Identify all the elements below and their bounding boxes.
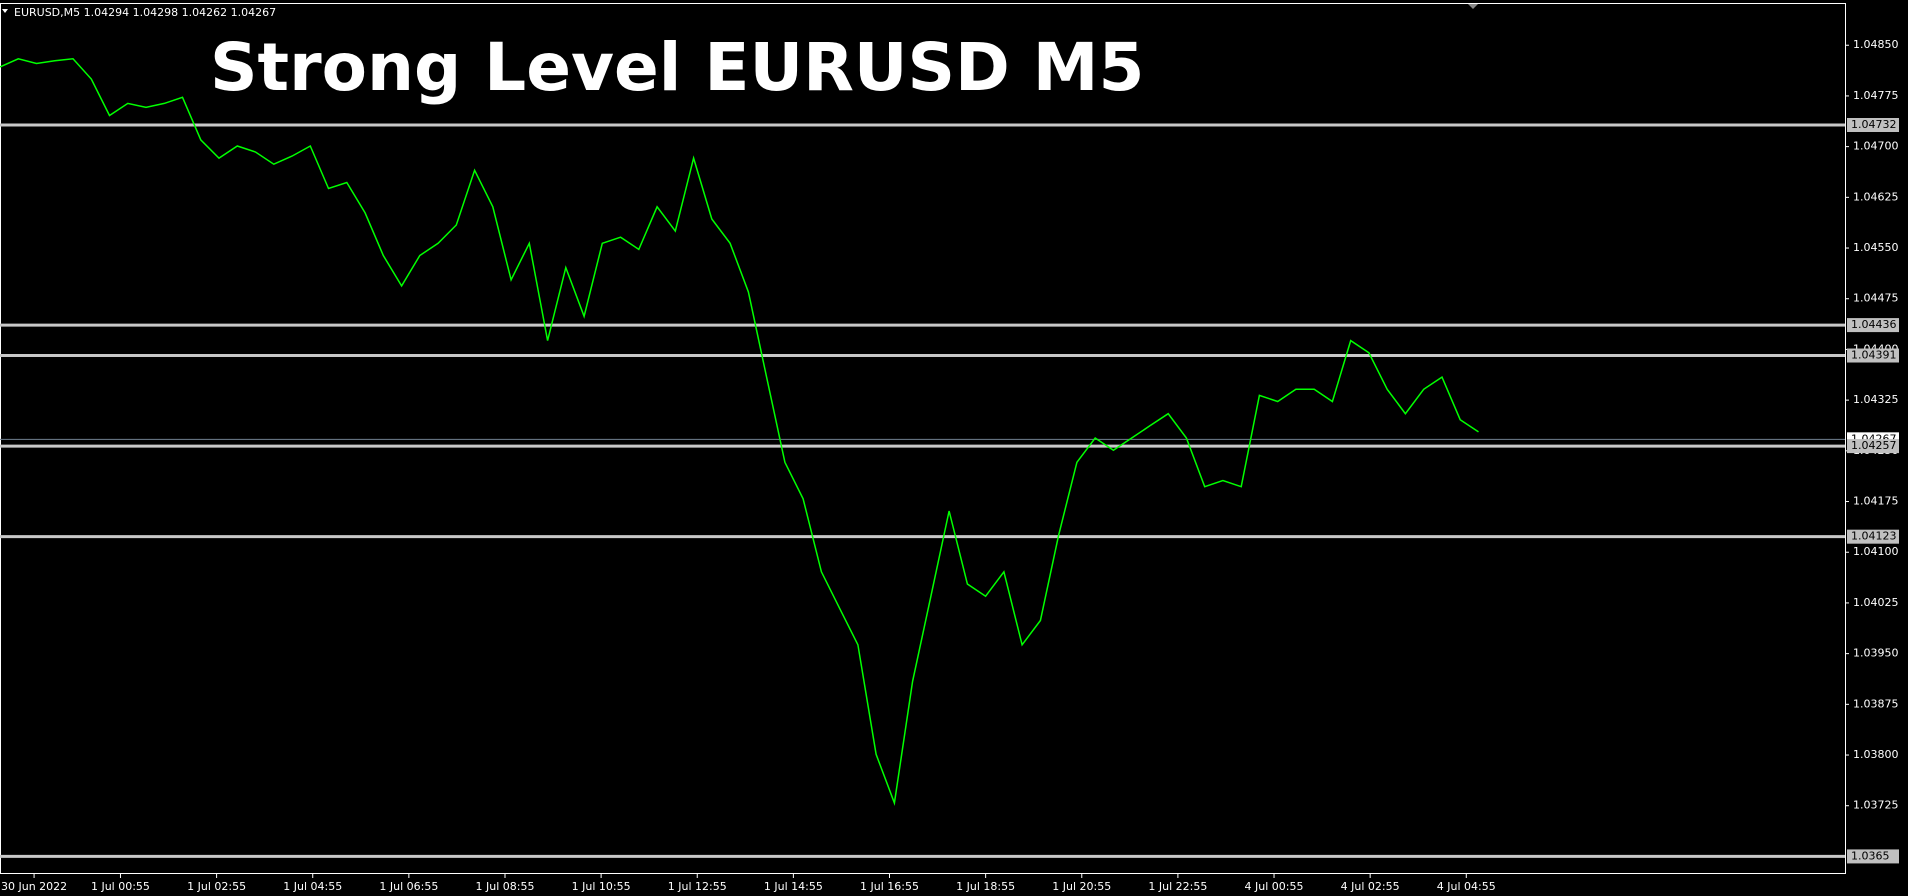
y-tick-label: 1.03875	[1853, 697, 1899, 710]
y-tick-label: 1.04550	[1853, 241, 1899, 254]
y-tick-label: 1.04100	[1853, 545, 1899, 558]
y-tick-label: 1.04850	[1853, 38, 1899, 51]
x-tick-label: 1 Jul 18:55	[956, 880, 1015, 893]
y-tick-label: 1.04175	[1853, 495, 1899, 508]
x-tick-label: 1 Jul 08:55	[476, 880, 535, 893]
x-tick-label: 1 Jul 10:55	[572, 880, 631, 893]
x-tick-label: 4 Jul 04:55	[1437, 880, 1496, 893]
level-label: 1.04123	[1851, 530, 1897, 543]
y-tick-label: 1.04325	[1853, 393, 1899, 406]
level-label: 1.04436	[1851, 318, 1897, 331]
level-label: 1.04732	[1851, 118, 1897, 131]
price-line	[0, 58, 1479, 806]
level-label: 1.04257	[1851, 439, 1897, 452]
chart-title: Strong Level EURUSD M5	[210, 29, 1144, 106]
x-tick-label: 1 Jul 16:55	[860, 880, 919, 893]
y-tick-label: 1.04025	[1853, 596, 1899, 609]
level-box	[1847, 529, 1899, 544]
y-tick-label: 1.04775	[1853, 89, 1899, 102]
x-tick-label: 1 Jul 12:55	[668, 880, 727, 893]
level-box	[1847, 118, 1899, 133]
level-box	[1847, 849, 1899, 864]
y-tick-label: 1.04475	[1853, 292, 1899, 305]
shift-marker	[1468, 4, 1478, 9]
y-tick-label: 1.04625	[1853, 190, 1899, 203]
x-tick-label: 4 Jul 00:55	[1245, 880, 1304, 893]
x-tick-label: 1 Jul 00:55	[91, 880, 150, 893]
x-tick-label: 1 Jul 06:55	[379, 880, 438, 893]
plot-frame	[0, 3, 1846, 874]
y-tick-label: 1.03725	[1853, 799, 1899, 812]
x-tick-label: 30 Jun 2022	[1, 880, 67, 893]
level-label: 1.04391	[1851, 349, 1897, 362]
level-box	[1847, 348, 1899, 363]
y-tick-label: 1.04700	[1853, 140, 1899, 153]
x-tick-label: 1 Jul 14:55	[764, 880, 823, 893]
level-box	[1847, 439, 1899, 454]
chart-header: EURUSD,M5 1.04294 1.04298 1.04262 1.0426…	[14, 6, 276, 19]
x-tick-label: 4 Jul 02:55	[1341, 880, 1400, 893]
y-tick-label: 1.03950	[1853, 647, 1899, 660]
x-tick-label: 1 Jul 22:55	[1148, 880, 1207, 893]
x-tick-label: 1 Jul 20:55	[1052, 880, 1111, 893]
x-tick-label: 1 Jul 04:55	[283, 880, 342, 893]
menu-arrow	[2, 9, 8, 13]
level-box	[1847, 318, 1899, 333]
y-tick-label: 1.03800	[1853, 748, 1899, 761]
level-label: 1.0365	[1851, 849, 1890, 862]
x-tick-label: 1 Jul 02:55	[187, 880, 246, 893]
